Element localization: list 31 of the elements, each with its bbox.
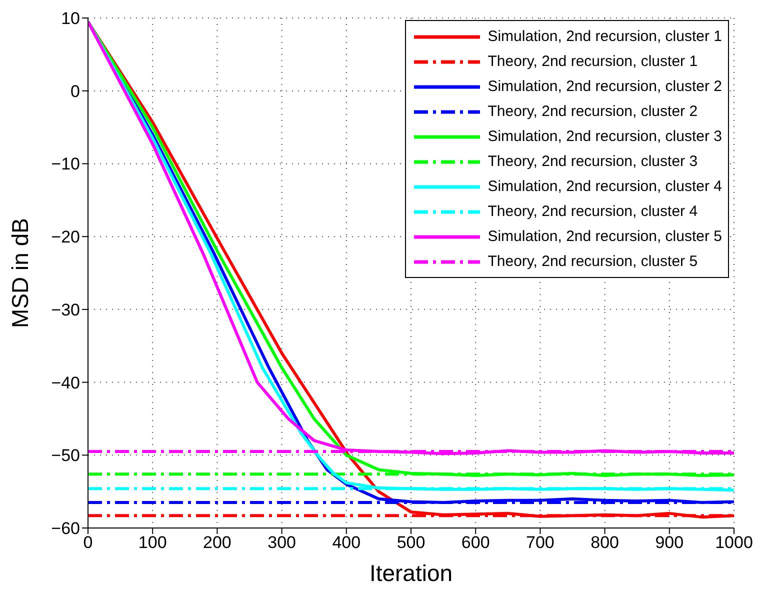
y-tick-label: −30 — [51, 300, 80, 320]
x-tick-label: 900 — [655, 533, 684, 552]
x-tick-label: 0 — [83, 533, 93, 552]
x-tick-label: 400 — [332, 533, 361, 552]
x-tick-label: 200 — [203, 533, 232, 552]
legend-label: Theory, 2nd recursion, cluster 5 — [488, 253, 698, 270]
x-tick-label: 600 — [461, 533, 490, 552]
legend-label: Simulation, 2nd recursion, cluster 3 — [488, 128, 722, 145]
legend-label: Theory, 2nd recursion, cluster 3 — [488, 153, 698, 170]
y-tick-label: −10 — [51, 154, 80, 174]
x-tick-label: 700 — [526, 533, 554, 552]
legend-label: Simulation, 2nd recursion, cluster 1 — [488, 28, 722, 45]
legend-label: Theory, 2nd recursion, cluster 4 — [488, 203, 698, 220]
legend-label: Theory, 2nd recursion, cluster 2 — [488, 103, 698, 120]
legend-label: Simulation, 2nd recursion, cluster 2 — [488, 78, 722, 95]
y-tick-label: 0 — [70, 82, 80, 101]
x-axis-title: Iteration — [369, 560, 453, 586]
y-axis-title: MSD in dB — [7, 218, 34, 328]
x-tick-label: 100 — [138, 533, 167, 552]
x-tick-label: 500 — [396, 533, 426, 552]
y-tick-label: −50 — [51, 446, 80, 466]
y-tick-label: −40 — [51, 373, 80, 392]
legend-label: Simulation, 2nd recursion, cluster 5 — [488, 228, 722, 245]
y-tick-label: −20 — [51, 228, 80, 247]
y-tick-label: −60 — [51, 519, 80, 538]
y-tick-label: 10 — [61, 9, 80, 28]
x-tick-label: 1000 — [715, 533, 753, 552]
legend-label: Theory, 2nd recursion, cluster 1 — [488, 53, 698, 70]
x-tick-label: 300 — [268, 533, 296, 552]
x-tick-label: 800 — [590, 533, 619, 552]
legend-label: Simulation, 2nd recursion, cluster 4 — [488, 178, 722, 195]
